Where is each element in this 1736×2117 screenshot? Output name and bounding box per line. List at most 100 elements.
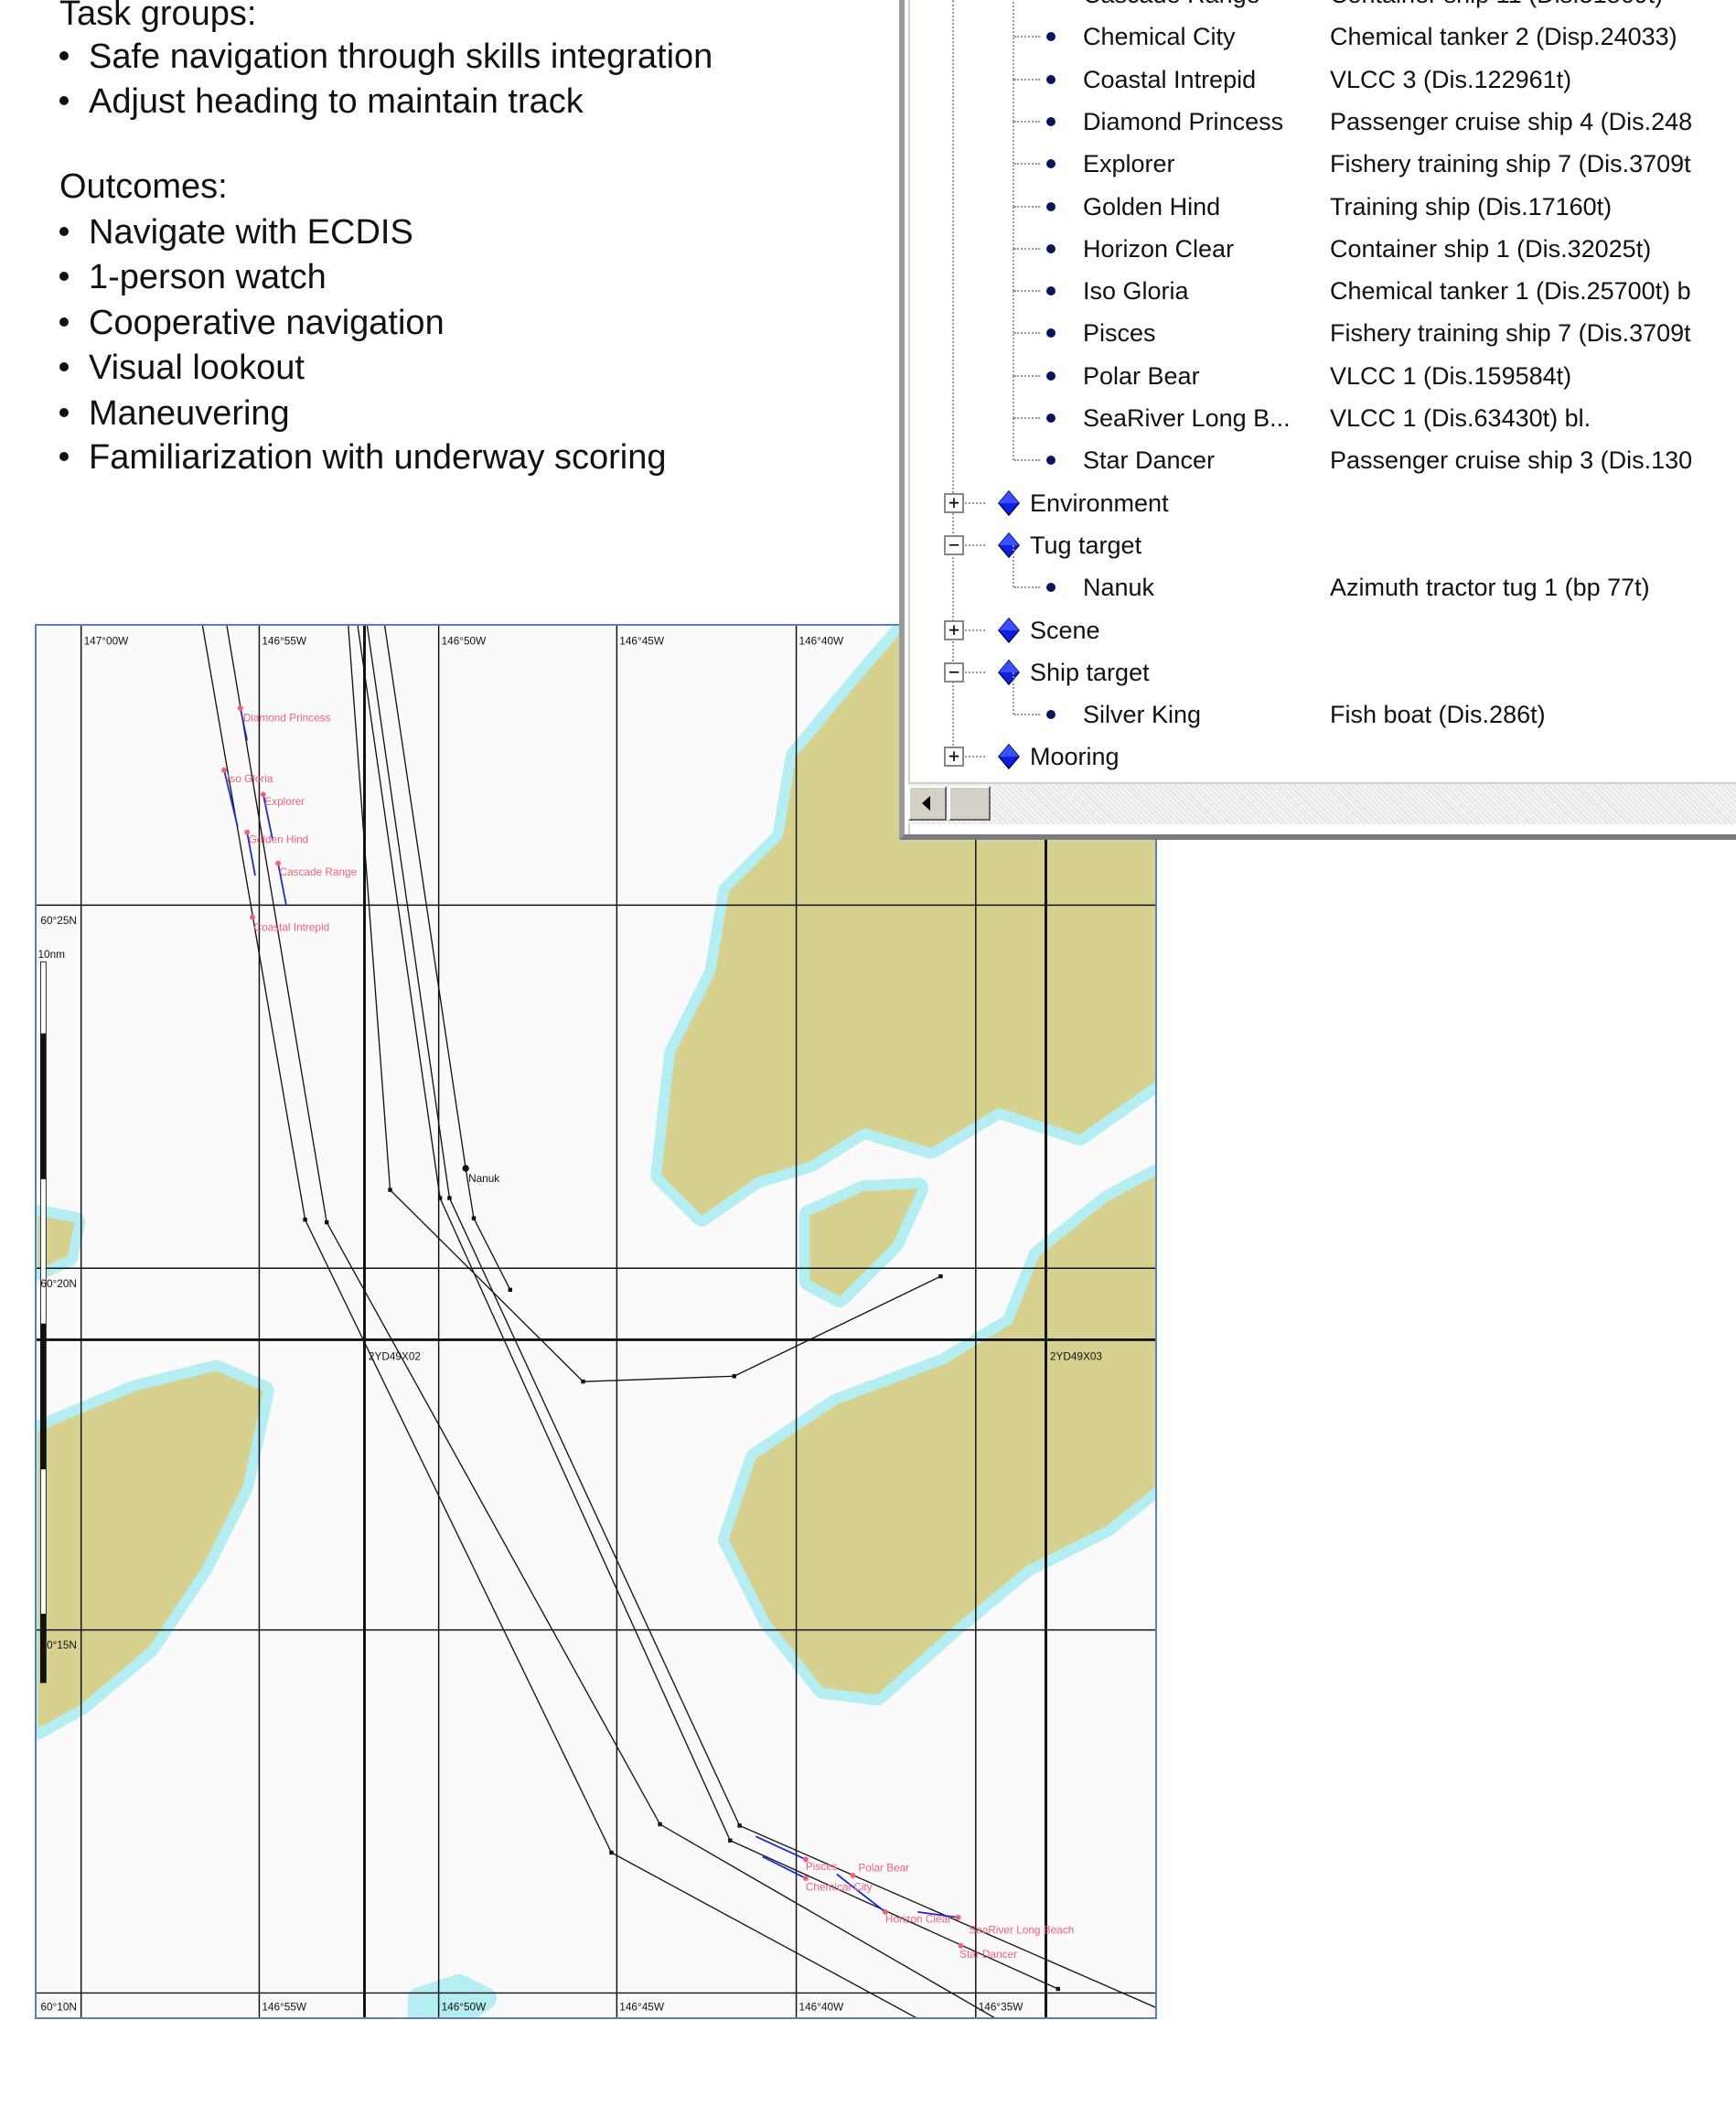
- land-masses: [37, 626, 1155, 2017]
- tree-item[interactable]: Polar Bear VLCC 1 (Dis.159584t): [910, 333, 1736, 397]
- item-dot-icon: [1046, 371, 1056, 381]
- bullet-icon: [59, 226, 69, 236]
- group-diamond-icon: [998, 532, 1020, 558]
- tree-item[interactable]: Chemical City Chemical tanker 2 (Disp.240…: [910, 0, 1736, 58]
- tree-group-tug-target[interactable]: − Tug target: [910, 524, 1736, 566]
- bullet-icon: [59, 451, 69, 461]
- item-name: Silver King: [1083, 701, 1202, 729]
- tree-item[interactable]: Coastal Intrepid VLCC 3 (Dis.122961t): [910, 37, 1736, 101]
- tree-connector: [1013, 206, 1014, 249]
- ship-label[interactable]: Pisces: [806, 1860, 838, 1873]
- lon-label: 146°40W: [799, 635, 845, 648]
- item-dot-icon: [1046, 243, 1056, 253]
- tree-connector: [1013, 122, 1014, 165]
- item-detail: Container ship 11 (Dis.51869t): [1330, 0, 1663, 9]
- item-detail: Training ship (Dis.17160t): [1330, 192, 1613, 220]
- item-dot-icon: [1046, 32, 1056, 42]
- tree-connector: [1013, 418, 1014, 461]
- scenario-tree-panel[interactable]: Cascade Range Container ship 11 (Dis.5186…: [899, 0, 1736, 840]
- ship-markers: [221, 705, 964, 1949]
- bullet-icon: [59, 317, 69, 327]
- tree-connector: [1013, 37, 1014, 80]
- ship-label[interactable]: Coastal Intrepid: [254, 920, 330, 933]
- tree-item[interactable]: Star Dancer Passenger cruise ship 3 (Dis.…: [910, 418, 1736, 481]
- ship-label[interactable]: Nanuk: [468, 1172, 499, 1185]
- ship-label[interactable]: Polar Bear: [858, 1862, 909, 1875]
- collapse-icon[interactable]: −: [944, 534, 964, 555]
- outcome-item: Navigate with ECDIS: [59, 210, 413, 255]
- ship-label[interactable]: Golden Hind: [249, 833, 309, 846]
- tree-item[interactable]: Horizon Clear Container ship 1 (Dis.32025…: [910, 206, 1736, 270]
- item-detail: Chemical tanker 2 (Disp.24033): [1330, 23, 1677, 51]
- tree-item[interactable]: Golden Hind Training ship (Dis.17160t): [910, 164, 1736, 228]
- task-group-item: Adjust heading to maintain track: [59, 79, 584, 124]
- tree-item[interactable]: Nanuk Azimuth tractor tug 1 (bp 77t): [910, 545, 1736, 608]
- item-detail: Passenger cruise ship 4 (Dis.248: [1330, 107, 1693, 135]
- item-name: Pisces: [1083, 319, 1156, 348]
- lon-label: 146°45W: [619, 635, 665, 648]
- tree-group-mooring[interactable]: + Mooring: [910, 736, 1736, 778]
- group-diamond-icon: [998, 617, 1020, 643]
- tree-connector: [1014, 714, 1040, 716]
- tree-group-scene[interactable]: + Scene: [910, 609, 1736, 651]
- expand-icon[interactable]: +: [944, 619, 964, 640]
- item-detail: Fish boat (Dis.286t): [1330, 701, 1546, 729]
- item-name: Golden Hind: [1083, 192, 1221, 220]
- ship-label[interactable]: SeaRiver Long Beach: [969, 1924, 1074, 1937]
- tree-connector: [1014, 205, 1040, 208]
- tree-item[interactable]: SeaRiver Long B... VLCC 1 (Dis.63430t) bl…: [910, 376, 1736, 439]
- item-detail: Passenger cruise ship 3 (Dis.130: [1330, 446, 1693, 475]
- task-group-item: Safe navigation through skills integrati…: [59, 34, 713, 80]
- expand-icon[interactable]: +: [944, 492, 964, 513]
- ship-label[interactable]: Chemical City: [806, 1880, 873, 1893]
- item-name: Polar Bear: [1083, 361, 1200, 390]
- bullet-icon: [59, 407, 69, 417]
- group-diamond-icon: [998, 744, 1020, 770]
- expand-icon[interactable]: +: [944, 747, 964, 768]
- route-line: [357, 626, 1059, 1990]
- tree-item[interactable]: Silver King Fish boat (Dis.286t): [910, 672, 1736, 736]
- tree-connector: [1013, 545, 1014, 588]
- tree-item[interactable]: Explorer Fishery training ship 7 (Dis.370…: [910, 122, 1736, 185]
- ship-label[interactable]: Explorer: [264, 795, 305, 808]
- ecdis-chart[interactable]: Diamond Princess Iso Gloria Explorer Gol…: [35, 624, 1157, 2019]
- item-dot-icon: [1046, 286, 1056, 296]
- tree-item[interactable]: Iso Gloria Chemical tanker 1 (Dis.25700t)…: [910, 249, 1736, 312]
- item-name: Cascade Range: [1083, 0, 1260, 9]
- item-detail: Azimuth tractor tug 1 (bp 77t): [1330, 574, 1650, 602]
- collapse-icon[interactable]: −: [944, 661, 964, 682]
- land-northeast: [650, 626, 1155, 1227]
- tree-group-environment[interactable]: + Environment: [910, 482, 1736, 524]
- outcome-item: Visual lookout: [59, 345, 305, 391]
- tree-connector: [1013, 291, 1014, 334]
- tree-group-ship-target[interactable]: − Ship target: [910, 651, 1736, 693]
- tree-connector: [1014, 417, 1040, 419]
- tree-connector: [965, 543, 985, 546]
- ship-label[interactable]: Horizon Clear: [885, 1913, 951, 1926]
- tree-item[interactable]: Cascade Range Container ship 11 (Dis.5186…: [910, 0, 1736, 16]
- scroll-left-button[interactable]: [908, 786, 947, 821]
- waypoints: [303, 1165, 1060, 1992]
- tree-connector: [1014, 459, 1040, 462]
- ship-label[interactable]: Diamond Princess: [243, 712, 331, 725]
- horizontal-scrollbar[interactable]: [908, 782, 1736, 824]
- bullet-icon: [59, 95, 69, 105]
- item-name: Chemical City: [1083, 23, 1236, 51]
- item-detail: VLCC 3 (Dis.122961t): [1330, 65, 1572, 93]
- land-west: [37, 1359, 274, 1740]
- ship-label[interactable]: Cascade Range: [280, 865, 358, 878]
- outcomes-heading: Outcomes:: [59, 167, 228, 206]
- item-dot-icon: [1046, 74, 1056, 84]
- ship-label[interactable]: Iso Gloria: [227, 772, 273, 785]
- tree-connector: [1014, 247, 1040, 250]
- item-name: SeaRiver Long B...: [1083, 404, 1291, 432]
- item-name: Explorer: [1083, 150, 1175, 178]
- scrollbar-thumb[interactable]: [948, 786, 991, 821]
- tree-item[interactable]: Diamond Princess Passenger cruise ship 4 …: [910, 79, 1736, 143]
- group-diamond-icon: [998, 489, 1020, 516]
- lon-label: 146°55W: [262, 635, 307, 648]
- scenario-tree[interactable]: Cascade Range Container ship 11 (Dis.5186…: [908, 0, 1736, 834]
- tree-item[interactable]: Pisces Fishery training ship 7 (Dis.3709t: [910, 291, 1736, 354]
- tree-connector: [965, 629, 985, 631]
- ship-label[interactable]: Star Dancer: [959, 1948, 1017, 1961]
